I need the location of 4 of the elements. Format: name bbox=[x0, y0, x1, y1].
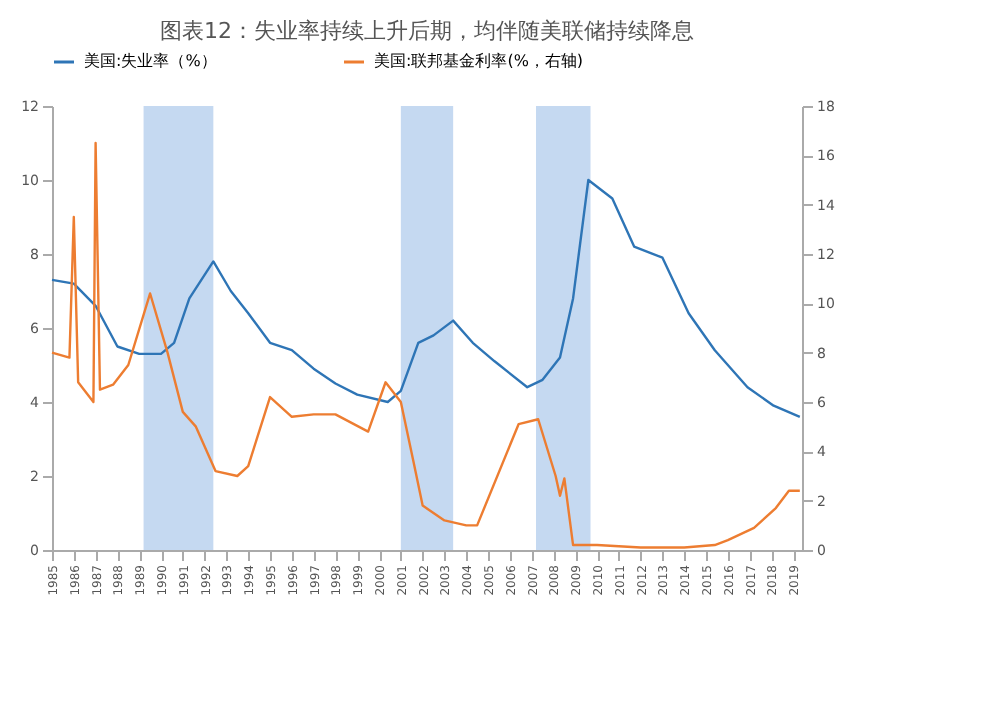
legend-label: 美国:失业率（%） bbox=[84, 52, 217, 70]
chart-title: 图表12：失业率持续上升后期，均伴随美联储持续降息 bbox=[160, 18, 694, 44]
legend-label: 美国:联邦基金利率(%，右轴) bbox=[374, 52, 584, 70]
line-series bbox=[50, 178, 802, 418]
